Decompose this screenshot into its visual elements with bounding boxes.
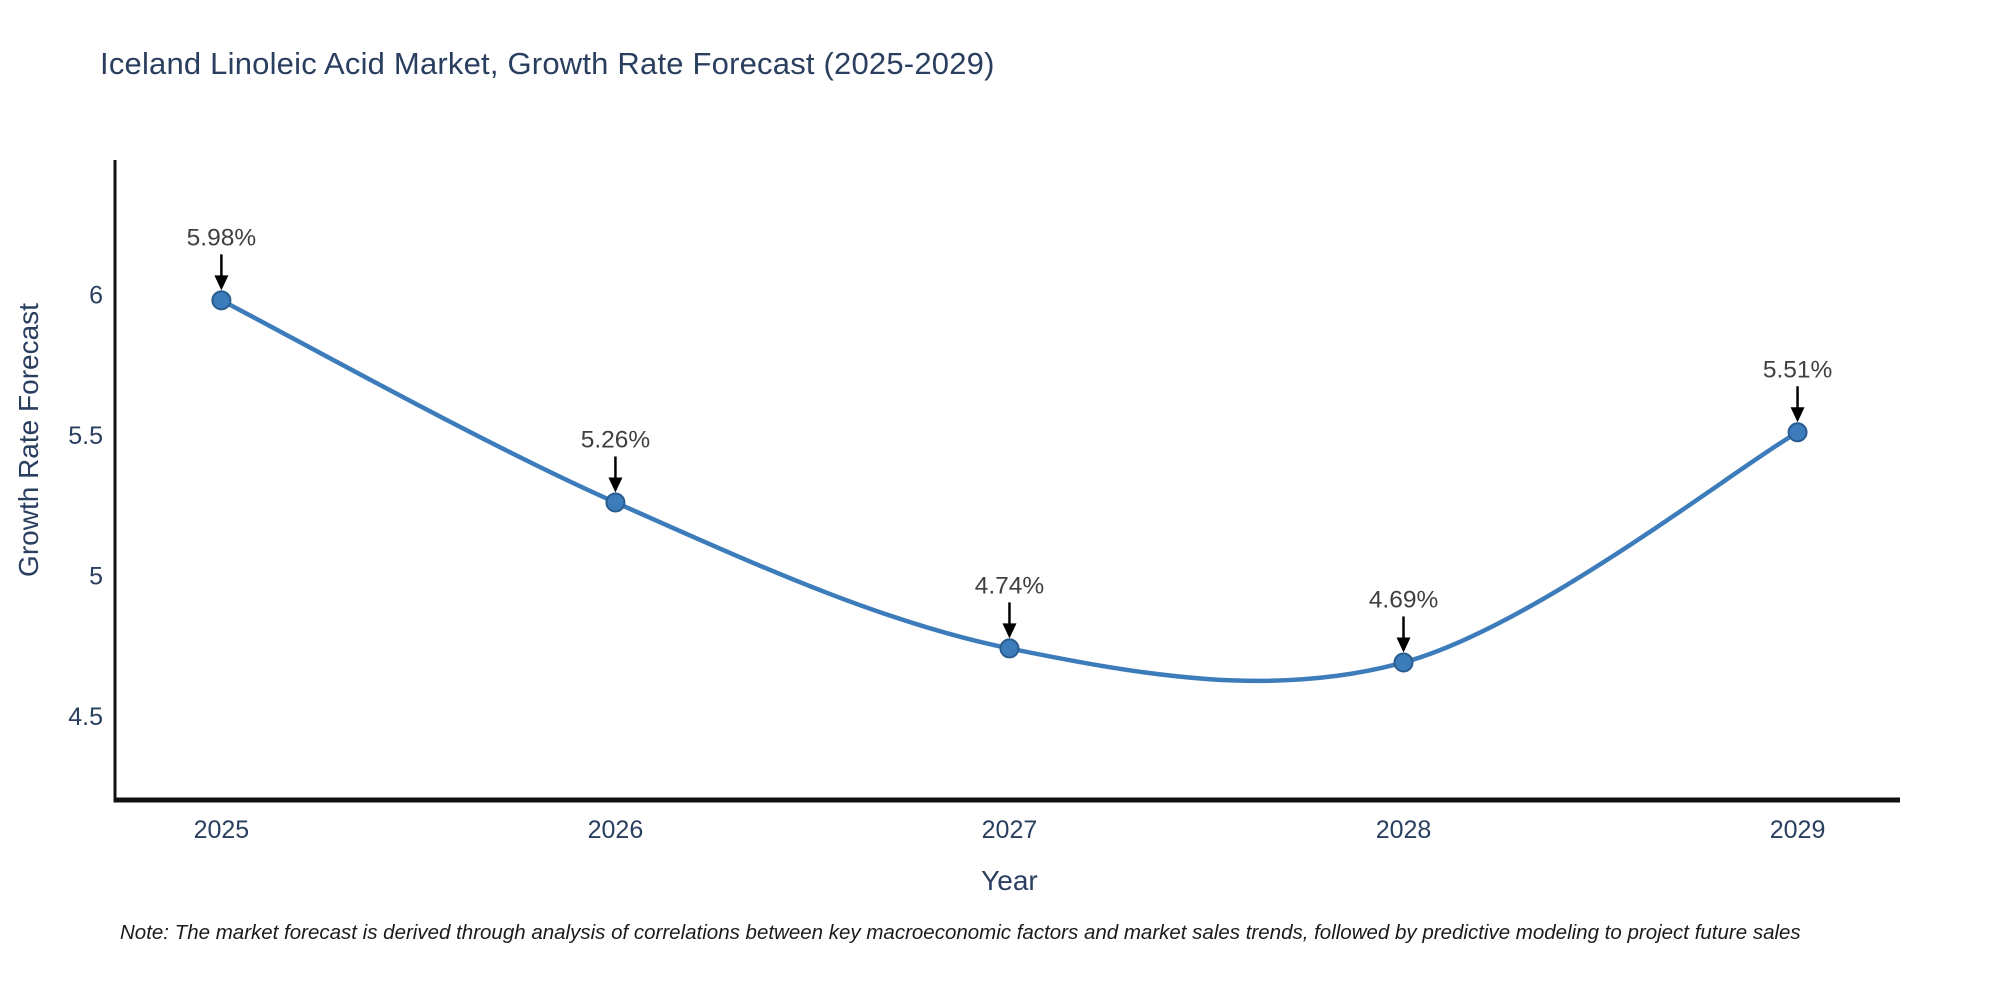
x-tick-label: 2025 <box>194 816 250 844</box>
annotation-arrowhead <box>214 275 229 291</box>
y-tick-label: 6 <box>89 282 103 310</box>
annotation-arrowhead <box>1790 407 1805 423</box>
footnote: Note: The market forecast is derived thr… <box>120 921 1801 944</box>
data-point-2028 <box>1393 652 1414 673</box>
data-point-2029 <box>1787 422 1808 443</box>
x-tick-label: 2028 <box>1376 816 1432 844</box>
x-tick-label: 2027 <box>982 816 1038 844</box>
data-point-2026 <box>605 492 626 513</box>
y-tick-label: 5 <box>89 562 103 590</box>
annotation-arrowhead <box>1002 623 1017 639</box>
point-label: 4.74% <box>975 572 1044 599</box>
point-label: 5.26% <box>581 426 650 453</box>
y-axis-title: Growth Rate Forecast <box>13 303 44 577</box>
annotation-arrowhead <box>608 477 623 493</box>
data-point-2025 <box>211 290 232 311</box>
point-label: 5.51% <box>1763 356 1832 383</box>
data-point-2027 <box>999 638 1020 659</box>
y-tick-label: 5.5 <box>68 422 103 450</box>
x-tick-label: 2026 <box>588 816 644 844</box>
y-tick-label: 4.5 <box>68 703 103 731</box>
point-label: 5.98% <box>187 224 256 251</box>
x-tick-label: 2029 <box>1770 816 1826 844</box>
point-label: 4.69% <box>1369 586 1438 613</box>
annotation-arrowhead <box>1396 637 1411 653</box>
chart-title: Iceland Linoleic Acid Market, Growth Rat… <box>100 46 995 81</box>
x-axis-title: Year <box>981 865 1038 896</box>
